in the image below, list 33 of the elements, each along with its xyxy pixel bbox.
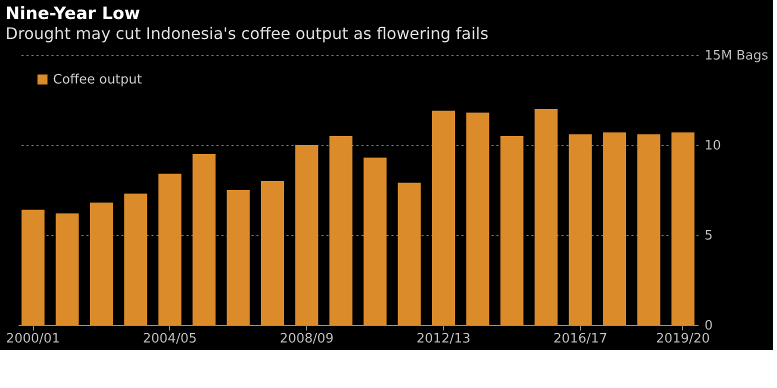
- bar: [637, 134, 660, 325]
- bar: [329, 136, 352, 325]
- x-tick-label: 2008/09: [280, 332, 334, 346]
- bar: [603, 132, 626, 325]
- y-tick-label: 10: [704, 138, 722, 154]
- bar: [364, 158, 387, 325]
- bar: [22, 210, 45, 325]
- x-tick-label: 2016/17: [553, 332, 608, 346]
- bar: [568, 134, 592, 325]
- bar: [226, 190, 250, 325]
- y-tick-label: 5: [704, 228, 713, 244]
- bar: [158, 174, 182, 325]
- x-tick-label: 2012/13: [416, 332, 471, 346]
- chart-title: Nine-Year Low: [6, 4, 140, 24]
- x-tick-label: 2004/05: [142, 332, 197, 346]
- bar: [534, 109, 558, 325]
- y-tick-label: 15M Bags: [704, 48, 769, 64]
- x-tick-label: 2019/20: [656, 332, 710, 346]
- bar: [260, 181, 284, 325]
- x-tick-label: 2000/01: [6, 332, 60, 346]
- bar: [90, 202, 113, 325]
- chart-subtitle: Drought may cut Indonesia's coffee output as flowering fails: [6, 24, 488, 43]
- bar: [124, 194, 148, 325]
- bar: [432, 110, 456, 325]
- y-tick-label: 0: [704, 318, 713, 334]
- bar: [398, 182, 421, 325]
- bar: [500, 136, 524, 325]
- bar: [295, 145, 318, 325]
- bar: [671, 132, 694, 325]
- bar: [192, 154, 216, 325]
- bar: [466, 112, 490, 325]
- legend-label: Coffee output: [53, 72, 142, 88]
- bar: [56, 213, 79, 325]
